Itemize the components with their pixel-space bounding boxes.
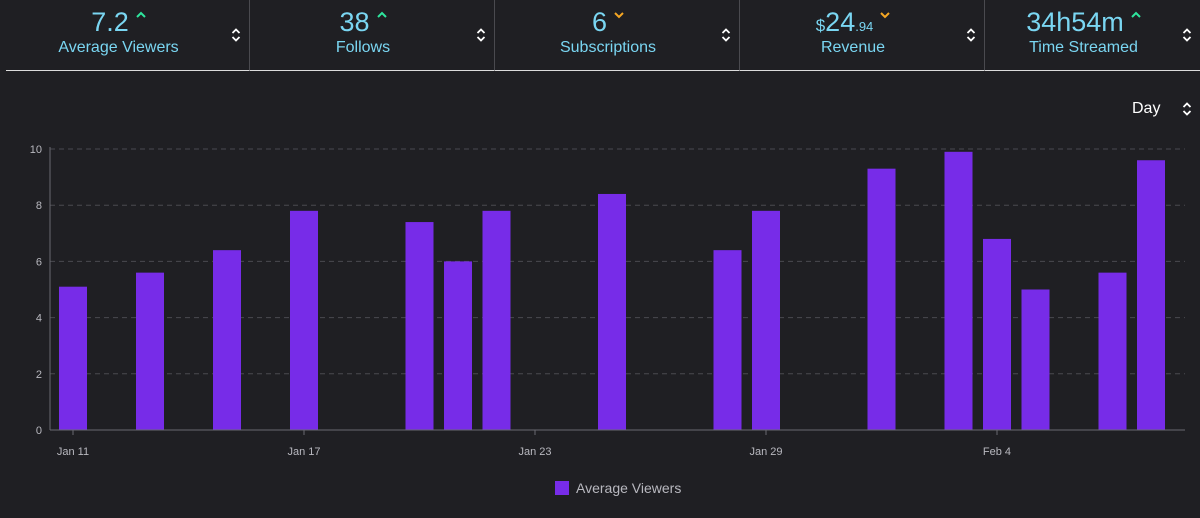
bar[interactable] bbox=[598, 193, 626, 430]
bar[interactable] bbox=[1137, 160, 1165, 431]
stat-value-row: 7.2 bbox=[6, 6, 231, 38]
bar[interactable] bbox=[136, 272, 164, 430]
bar[interactable] bbox=[290, 210, 318, 430]
trend-down-icon bbox=[614, 12, 624, 19]
stat-tile-average-viewers[interactable]: 7.2 Average Viewers bbox=[6, 0, 250, 71]
stat-tile-subscriptions[interactable]: 6 Subscriptions bbox=[495, 0, 740, 71]
stat-tile-follows[interactable]: 38 Follows bbox=[250, 0, 495, 71]
bar[interactable] bbox=[1021, 289, 1050, 431]
y-tick-label: 10 bbox=[30, 144, 42, 156]
interval-select-value: Day bbox=[1132, 100, 1161, 117]
bar[interactable] bbox=[983, 238, 1011, 430]
sort-arrows-icon[interactable] bbox=[721, 27, 731, 43]
stat-label: Time Streamed bbox=[1029, 39, 1138, 56]
stat-value-row: $24.94 bbox=[740, 6, 966, 38]
bar[interactable] bbox=[213, 250, 241, 430]
stat-value-prefix: $ bbox=[815, 16, 826, 35]
stat-value-decimal: .94 bbox=[855, 19, 874, 34]
interval-select[interactable]: Day bbox=[1120, 96, 1198, 122]
x-tick-label: Jan 11 bbox=[57, 446, 89, 458]
bar[interactable] bbox=[867, 168, 896, 431]
x-tick-label: Feb 4 bbox=[983, 446, 1011, 458]
bar[interactable] bbox=[1098, 272, 1127, 430]
stat-value: 24 bbox=[825, 7, 856, 37]
y-tick-label: 8 bbox=[36, 200, 42, 212]
trend-up-icon bbox=[136, 11, 146, 18]
stat-label: Subscriptions bbox=[559, 39, 657, 56]
stat-label: Follows bbox=[335, 39, 391, 56]
chart-axes: 0 2 4 6 8 10 Jan 11 Jan 17 Jan 23 Jan 29 Feb 4 bbox=[30, 144, 1185, 458]
stat-label: Average Viewers bbox=[58, 39, 179, 56]
x-tick-label: Jan 23 bbox=[518, 446, 551, 458]
legend-swatch bbox=[555, 481, 569, 495]
bar[interactable] bbox=[752, 210, 780, 430]
y-tick-label: 0 bbox=[36, 425, 42, 437]
trend-up-icon bbox=[376, 11, 387, 18]
stats-bar: 7.2 Average Viewers 38 Follows 6 Subscription… bbox=[0, 0, 1200, 72]
sort-arrows-icon[interactable] bbox=[1182, 27, 1192, 43]
x-tick-label: Jan 29 bbox=[749, 446, 782, 458]
bar[interactable] bbox=[59, 286, 87, 430]
stat-value: 7.2 bbox=[91, 7, 129, 37]
x-tick-label: Jan 17 bbox=[287, 446, 320, 458]
chart-legend[interactable]: Average Viewers bbox=[555, 480, 681, 496]
chart-bars bbox=[59, 151, 1165, 431]
sort-arrows-icon[interactable] bbox=[476, 27, 486, 43]
stat-value-row: 38 bbox=[250, 6, 476, 38]
bar[interactable] bbox=[444, 261, 472, 430]
sort-arrows-icon[interactable] bbox=[231, 27, 241, 43]
y-tick-label: 6 bbox=[36, 256, 42, 268]
bar[interactable] bbox=[944, 151, 973, 430]
bar[interactable] bbox=[713, 250, 742, 430]
stat-value: 6 bbox=[591, 7, 608, 37]
y-tick-label: 4 bbox=[36, 313, 42, 325]
trend-up-icon bbox=[1131, 11, 1141, 18]
stat-value-row: 6 bbox=[495, 6, 721, 38]
trend-down-icon bbox=[880, 12, 891, 19]
y-tick-label: 2 bbox=[36, 369, 42, 381]
stat-value: 34h54m bbox=[1026, 7, 1124, 37]
stat-tile-revenue[interactable]: $24.94 Revenue bbox=[740, 0, 985, 71]
sort-arrows-icon[interactable] bbox=[966, 27, 976, 43]
stat-label: Revenue bbox=[820, 39, 886, 56]
bar[interactable] bbox=[482, 210, 511, 430]
stat-value-row: 34h54m bbox=[985, 6, 1182, 38]
stat-value: 38 bbox=[339, 7, 370, 37]
bar[interactable] bbox=[405, 222, 434, 430]
sort-arrows-icon bbox=[1182, 102, 1192, 116]
legend-label: Average Viewers bbox=[576, 480, 681, 496]
stat-tile-time-streamed[interactable]: 34h54m Time Streamed bbox=[985, 0, 1200, 71]
